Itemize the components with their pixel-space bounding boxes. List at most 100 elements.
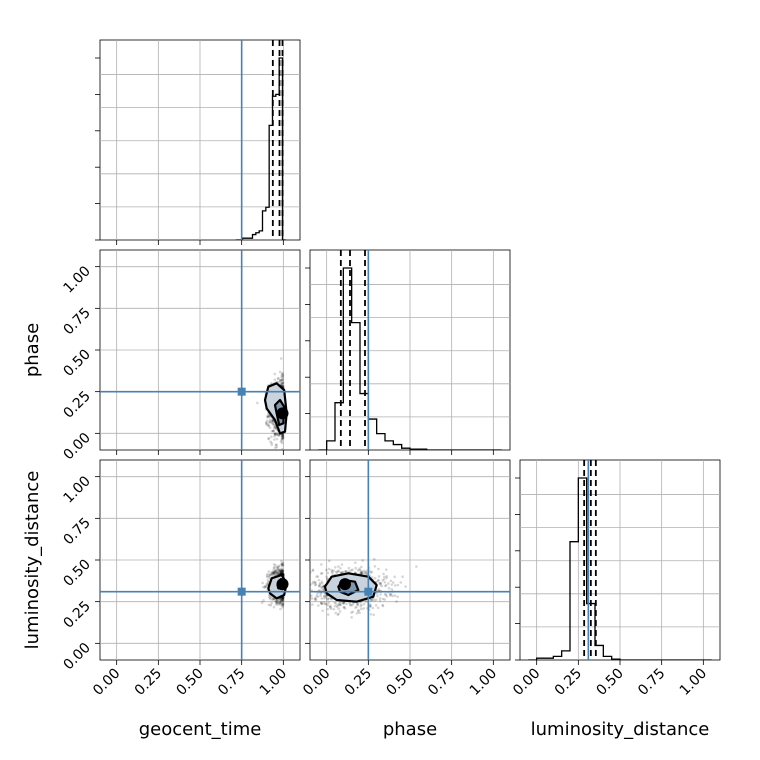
sample-point xyxy=(267,437,270,440)
sample-point xyxy=(383,584,387,588)
sample-point xyxy=(280,599,283,602)
sample-point xyxy=(389,579,393,583)
panel-geocent_time-vs-luminosity_distance xyxy=(100,460,300,660)
sample-point xyxy=(281,603,284,606)
sample-point xyxy=(273,566,276,569)
sample-point xyxy=(293,604,296,607)
y-tick-label: 0.75 xyxy=(60,515,93,548)
sample-point xyxy=(281,374,284,378)
sample-point xyxy=(281,597,285,600)
sample-point xyxy=(280,375,283,379)
sample-point xyxy=(326,597,329,601)
sample-point xyxy=(336,613,340,617)
sample-point xyxy=(281,437,285,440)
y-tick-label: 0.50 xyxy=(60,557,93,590)
sample-point xyxy=(310,593,311,596)
sample-point xyxy=(396,595,399,599)
sample-point xyxy=(275,445,279,449)
sample-point xyxy=(365,569,368,573)
sample-point xyxy=(279,570,282,574)
sample-point xyxy=(280,571,283,574)
y-axis-label-phase: phase xyxy=(22,323,43,377)
sample-point xyxy=(339,603,343,607)
sample-point xyxy=(279,600,283,603)
sample-point xyxy=(325,575,328,579)
sample-point xyxy=(267,574,271,577)
sample-point xyxy=(271,422,275,426)
histogram-geocent_time xyxy=(235,57,286,240)
sample-point xyxy=(321,588,324,592)
sample-point xyxy=(316,591,319,595)
sample-point xyxy=(357,610,360,613)
sample-point xyxy=(281,436,284,439)
sample-point xyxy=(281,570,285,573)
sample-point xyxy=(368,604,372,608)
sample-point xyxy=(376,606,380,610)
sample-point xyxy=(379,582,382,585)
sample-point xyxy=(279,571,283,574)
sample-point xyxy=(279,378,282,382)
sample-point xyxy=(271,597,275,601)
sample-point xyxy=(311,582,314,585)
sample-point xyxy=(342,601,346,604)
sample-point xyxy=(376,594,379,598)
sample-point xyxy=(318,582,322,585)
sample-point xyxy=(266,581,270,584)
sample-point xyxy=(360,607,363,611)
sample-point xyxy=(262,599,265,602)
sample-point xyxy=(342,602,345,605)
sample-point xyxy=(378,599,382,602)
sample-point xyxy=(281,604,285,607)
sample-point xyxy=(329,606,332,609)
sample-point xyxy=(267,603,271,607)
sample-point xyxy=(274,572,278,575)
sample-point xyxy=(265,582,269,586)
sample-point xyxy=(349,603,352,606)
sample-point xyxy=(281,596,285,600)
sample-point xyxy=(255,401,259,405)
sample-point xyxy=(277,600,281,604)
sample-point xyxy=(324,596,328,600)
sample-point xyxy=(266,423,269,426)
sample-point xyxy=(276,599,279,603)
sample-point xyxy=(271,418,274,422)
sample-point xyxy=(351,610,355,614)
sample-point xyxy=(336,569,340,573)
sample-point xyxy=(280,449,282,450)
sample-point xyxy=(362,571,366,575)
sample-point xyxy=(273,433,277,437)
sample-point xyxy=(362,569,366,573)
sample-point xyxy=(274,443,278,447)
sample-point xyxy=(267,437,270,441)
sample-point xyxy=(313,583,317,587)
y-tick-label: 0.00 xyxy=(60,640,93,673)
sample-point xyxy=(278,370,282,374)
sample-point xyxy=(279,357,283,360)
sample-point xyxy=(279,598,283,601)
sample-point xyxy=(280,378,284,382)
sample-point xyxy=(269,597,272,601)
sample-point xyxy=(281,598,284,602)
sample-point xyxy=(369,571,373,574)
sample-point xyxy=(267,415,270,418)
sample-point xyxy=(388,594,392,597)
truth-marker xyxy=(237,587,246,596)
sample-point xyxy=(281,568,285,572)
sample-point xyxy=(281,569,285,573)
sample-point xyxy=(393,594,397,597)
sample-point xyxy=(351,603,354,607)
sample-point xyxy=(280,381,284,385)
sample-point xyxy=(381,579,385,582)
sample-point xyxy=(369,599,373,602)
x-tick-label: 0.50 xyxy=(383,666,416,699)
sample-point xyxy=(329,604,332,608)
sample-point xyxy=(280,373,283,377)
sample-point xyxy=(323,594,326,598)
sample-point xyxy=(324,595,328,598)
sample-point xyxy=(278,569,282,573)
sample-point xyxy=(369,604,372,607)
sample-point xyxy=(270,435,273,439)
sample-point xyxy=(343,607,347,610)
sample-point xyxy=(314,596,317,599)
sample-point xyxy=(272,562,276,566)
